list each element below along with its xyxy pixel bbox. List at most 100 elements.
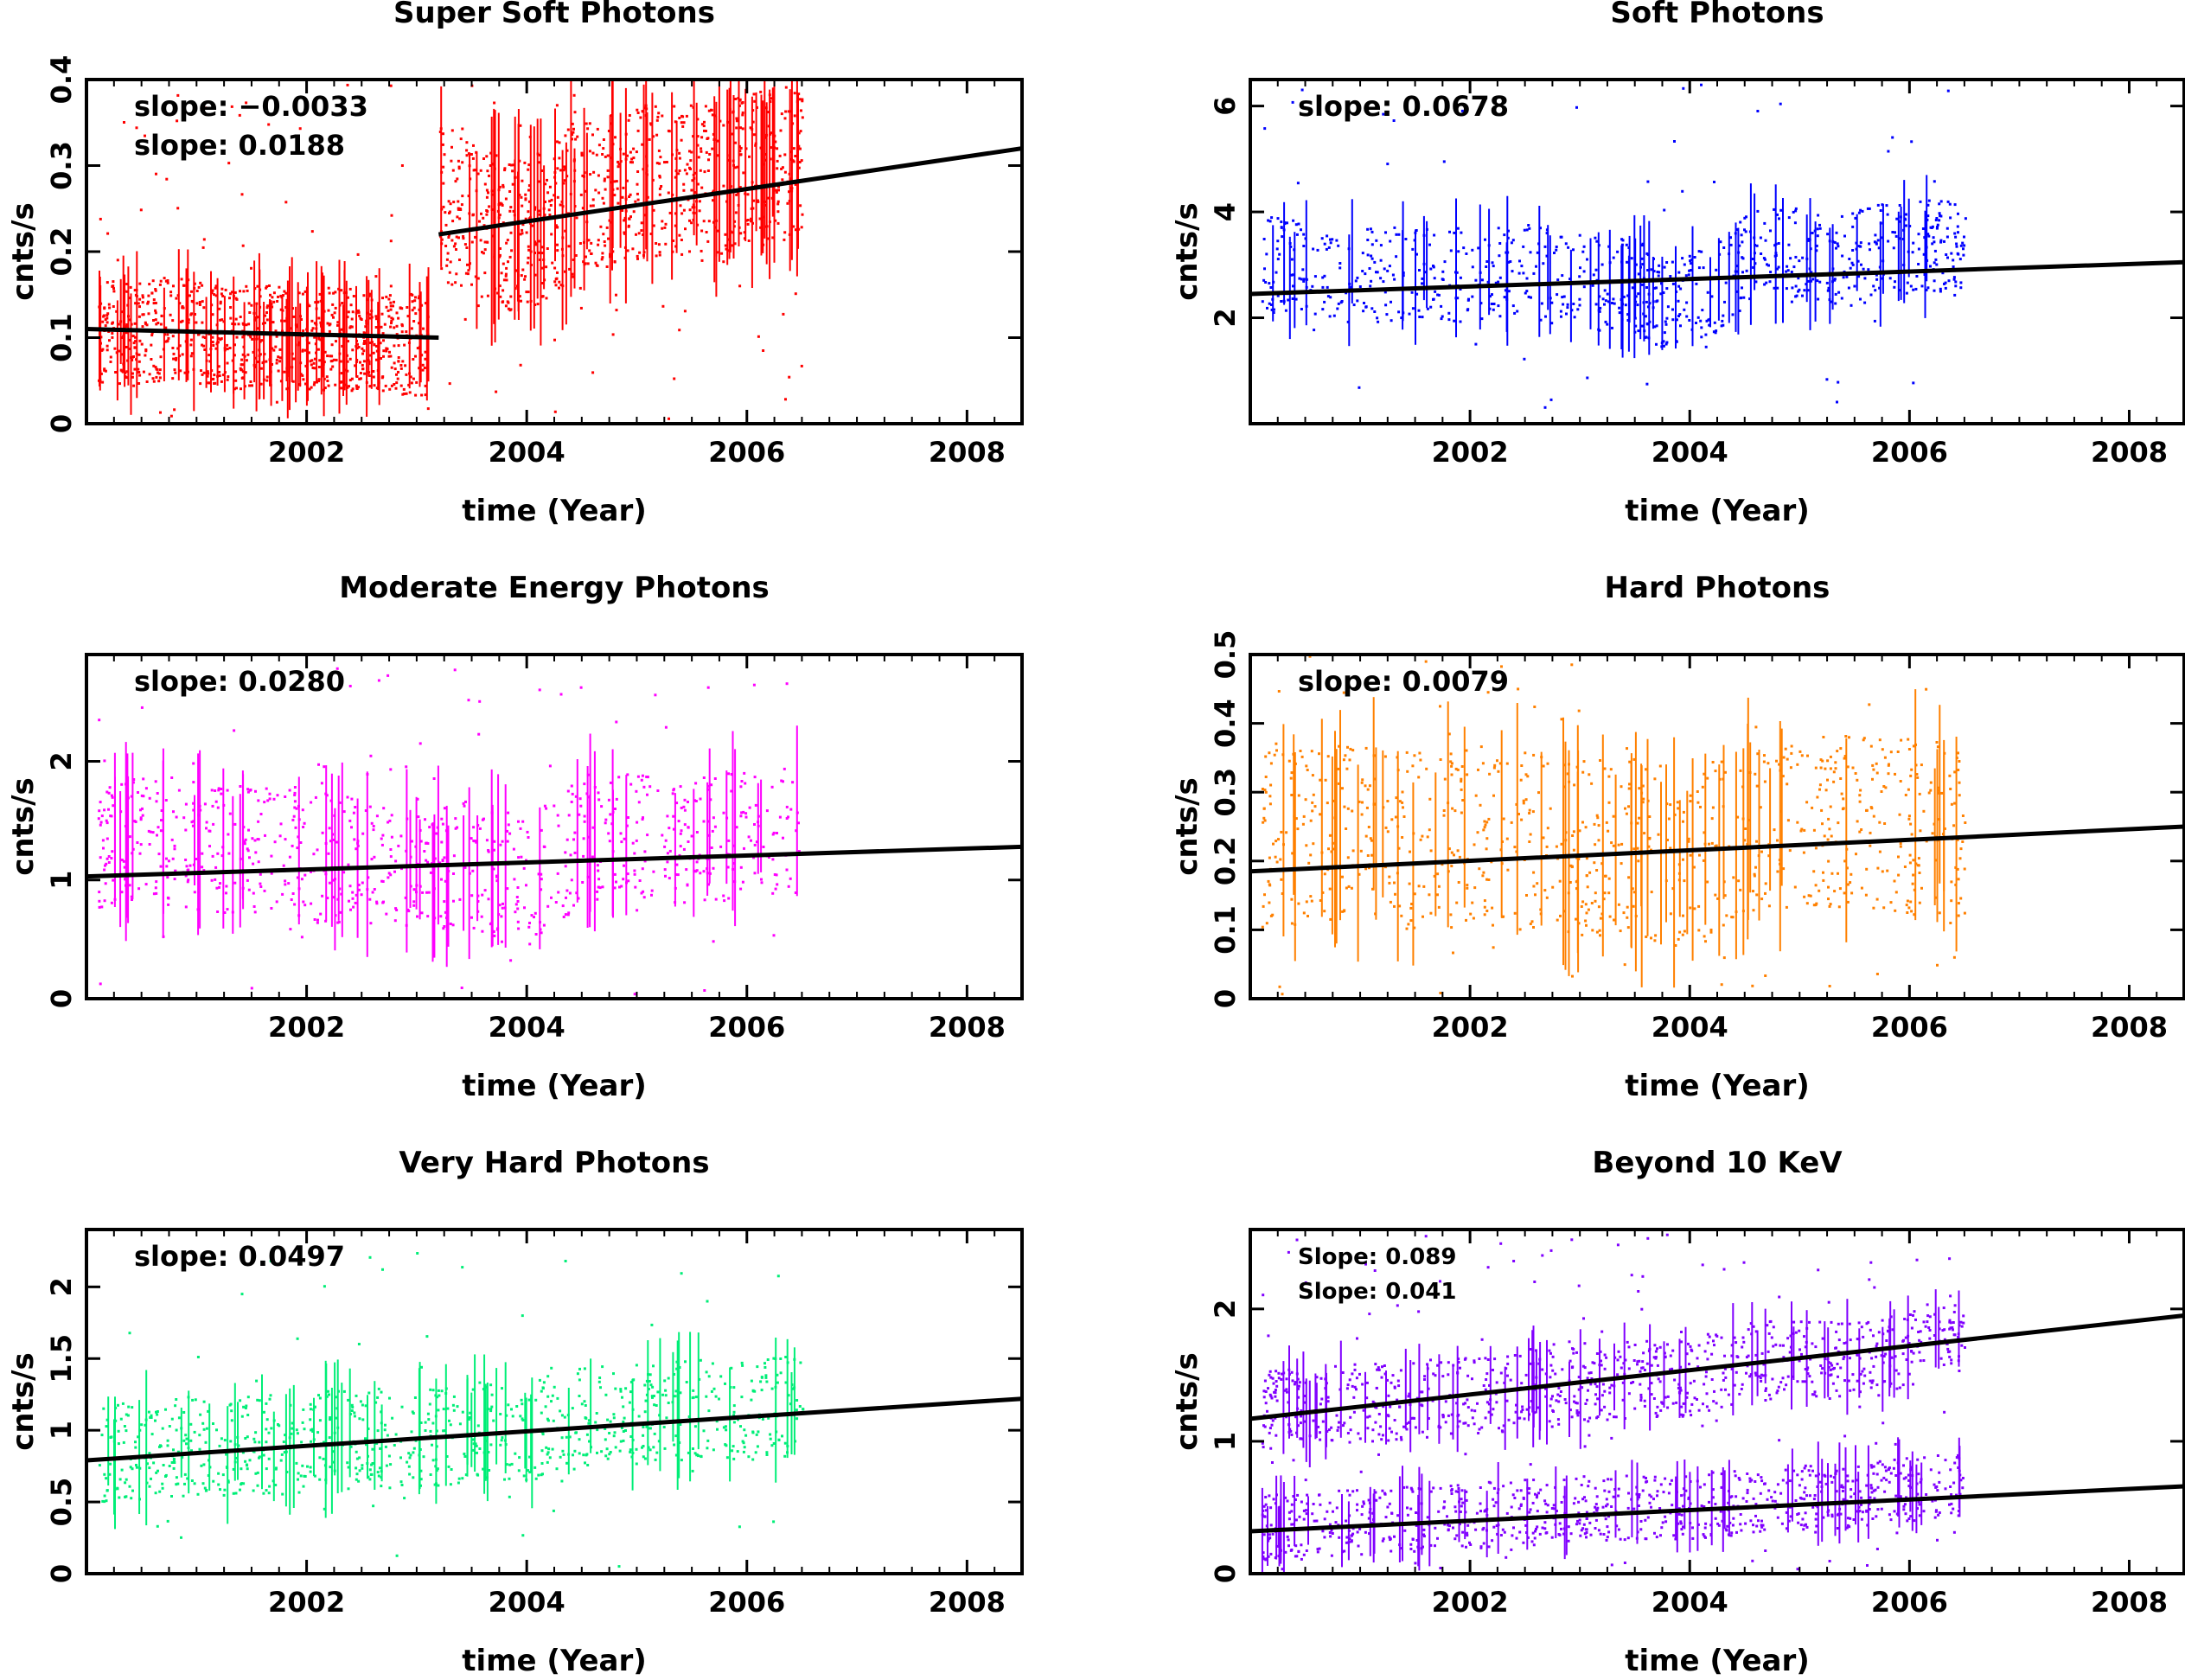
data-point <box>1499 277 1502 279</box>
data-point <box>510 249 513 252</box>
data-point <box>701 259 704 262</box>
data-point <box>1876 898 1879 901</box>
data-point <box>445 224 448 227</box>
data-point <box>1904 866 1907 868</box>
data-point <box>428 891 431 894</box>
data-point <box>1796 763 1798 766</box>
data-point <box>1900 842 1902 845</box>
data-streak <box>539 808 540 949</box>
data-streak <box>297 282 299 391</box>
data-point <box>556 249 559 252</box>
data-point <box>1830 872 1833 875</box>
data-point <box>1466 773 1468 776</box>
data-point <box>1340 301 1343 303</box>
data-streak <box>1570 250 1572 342</box>
data-point <box>1506 869 1509 872</box>
data-point <box>1875 278 1878 281</box>
data-point <box>270 855 272 858</box>
data-point <box>776 160 779 163</box>
data-streak <box>186 268 188 382</box>
data-streak <box>1283 202 1285 305</box>
data-point <box>666 161 668 163</box>
data-point <box>334 291 336 293</box>
data-point <box>1872 769 1875 771</box>
data-point <box>1388 882 1390 885</box>
data-point <box>741 780 744 783</box>
data-point <box>574 852 577 854</box>
data-point <box>464 801 467 803</box>
data-point <box>1826 779 1829 782</box>
data-point <box>1578 710 1581 712</box>
data-point <box>171 377 174 380</box>
data-point <box>1798 259 1800 262</box>
data-point <box>735 194 738 196</box>
data-point <box>1573 849 1575 852</box>
data-point <box>1457 769 1460 771</box>
data-point <box>1836 232 1838 234</box>
data-point <box>1848 736 1850 738</box>
data-point <box>659 156 661 158</box>
data-point <box>629 114 631 117</box>
data-point <box>698 156 700 158</box>
data-point <box>1917 263 1920 265</box>
data-streak <box>367 771 368 957</box>
data-point <box>1263 267 1266 270</box>
data-point <box>1380 259 1383 262</box>
data-point <box>274 346 277 348</box>
data-point <box>1906 911 1908 914</box>
data-point <box>310 802 312 804</box>
data-point <box>1572 248 1575 251</box>
data-streak <box>1648 221 1650 355</box>
data-point <box>1945 253 1947 256</box>
data-point <box>1721 983 1723 986</box>
y-axis-label: cnts/s <box>6 777 41 876</box>
data-point <box>499 844 502 846</box>
data-point <box>1393 278 1396 281</box>
data-point <box>560 693 563 696</box>
data-point <box>1965 217 1967 220</box>
data-point <box>257 821 259 823</box>
data-point <box>1827 886 1830 889</box>
data-point <box>150 831 152 834</box>
data-point <box>1418 269 1421 271</box>
data-point <box>424 367 426 369</box>
data-point <box>212 378 214 380</box>
data-point <box>1450 765 1453 768</box>
data-point <box>1863 302 1866 304</box>
data-point <box>753 133 756 136</box>
data-point <box>439 915 442 917</box>
data-point <box>599 226 602 228</box>
data-point <box>1491 907 1493 910</box>
data-point <box>680 253 683 256</box>
data-point <box>1810 895 1812 897</box>
data-point <box>1288 760 1291 763</box>
data-point <box>404 364 406 367</box>
data-point <box>1841 215 1843 218</box>
data-point <box>1409 907 1412 910</box>
data-point <box>509 256 512 259</box>
data-point <box>706 240 709 243</box>
data-point <box>1835 767 1837 770</box>
data-point <box>1579 266 1581 269</box>
data-point <box>445 265 448 267</box>
data-point <box>1730 244 1733 246</box>
data-point <box>251 384 253 386</box>
data-point <box>1881 790 1883 793</box>
data-point <box>142 795 144 797</box>
data-point <box>1523 802 1525 804</box>
data-point <box>351 348 354 351</box>
data-point <box>1321 286 1324 289</box>
data-point <box>302 350 304 353</box>
data-point <box>268 284 271 287</box>
data-point <box>1443 809 1446 812</box>
data-point <box>186 865 188 867</box>
data-point <box>1386 800 1389 802</box>
data-point <box>1816 279 1818 282</box>
data-point <box>1794 295 1797 297</box>
data-point <box>639 117 642 119</box>
data-point <box>1616 251 1619 253</box>
data-point <box>276 900 278 903</box>
data-point <box>1292 220 1294 222</box>
data-point <box>247 323 250 325</box>
